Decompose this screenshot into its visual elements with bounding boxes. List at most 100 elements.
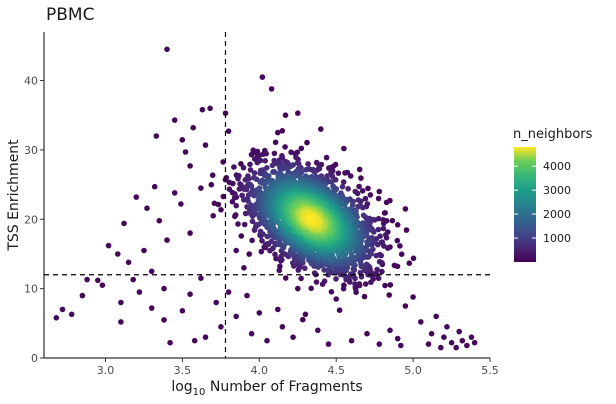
- density-point: [403, 227, 410, 233]
- density-point: [240, 164, 247, 171]
- data-point: [156, 217, 163, 224]
- data-point: [187, 291, 193, 298]
- density-point: [333, 276, 339, 282]
- density-point: [352, 281, 358, 287]
- density-point: [245, 198, 251, 204]
- data-point: [105, 242, 112, 249]
- data-point: [456, 328, 463, 335]
- density-point: [321, 278, 328, 285]
- y-tick-label: 0: [31, 352, 38, 365]
- data-point: [148, 268, 155, 275]
- density-point: [272, 251, 278, 258]
- density-point: [380, 225, 387, 232]
- data-point: [418, 319, 424, 325]
- chart-title: PBMC: [46, 5, 94, 25]
- data-point: [141, 247, 147, 254]
- data-point: [225, 128, 232, 134]
- density-point: [215, 201, 222, 208]
- colorbar-tick-label: 1000: [543, 232, 571, 245]
- density-point: [263, 218, 270, 225]
- data-point: [164, 237, 170, 243]
- density-point: [249, 237, 255, 244]
- x-tick-label: 5.0: [404, 364, 422, 377]
- density-point: [266, 173, 272, 179]
- density-point: [230, 180, 236, 187]
- data-point: [264, 337, 270, 344]
- data-point: [118, 319, 124, 325]
- data-point: [187, 163, 193, 169]
- density-point: [328, 289, 335, 295]
- density-point: [379, 268, 385, 275]
- data-point: [171, 190, 178, 196]
- density-point: [247, 167, 254, 173]
- density-point: [375, 195, 382, 202]
- density-point: [342, 170, 348, 176]
- data-point: [279, 324, 286, 330]
- density-point: [374, 266, 380, 273]
- data-point: [179, 308, 186, 314]
- density-point: [353, 248, 359, 254]
- density-point: [382, 282, 388, 289]
- data-point: [394, 335, 401, 342]
- density-point: [223, 174, 230, 181]
- data-point: [410, 294, 416, 300]
- data-point: [53, 315, 60, 321]
- density-point: [398, 251, 405, 257]
- density-point: [355, 203, 361, 210]
- density-point: [280, 165, 287, 172]
- data-point: [153, 133, 160, 139]
- data-point: [84, 276, 90, 283]
- density-point: [272, 139, 279, 146]
- colorbar-gradient: [514, 147, 536, 262]
- density-point: [335, 170, 342, 176]
- density-point: [258, 248, 265, 255]
- density-point: [251, 170, 258, 176]
- density-point: [359, 188, 366, 194]
- density-point: [300, 260, 306, 266]
- density-point: [246, 176, 252, 182]
- density-point: [271, 150, 278, 157]
- density-point: [352, 188, 359, 195]
- density-point: [364, 239, 370, 245]
- data-point: [233, 247, 239, 254]
- data-point: [268, 86, 275, 92]
- density-point: [279, 128, 286, 134]
- data-point: [295, 285, 301, 292]
- data-point: [68, 311, 75, 318]
- colorbar-ticks: 1000 2000 3000 4000: [514, 160, 571, 245]
- data-point: [438, 344, 444, 351]
- density-point: [298, 145, 305, 152]
- data-point: [164, 46, 170, 53]
- density-point: [394, 237, 401, 244]
- density-point: [355, 197, 362, 203]
- x-tick-label: 5.5: [481, 364, 499, 377]
- density-point: [380, 220, 387, 227]
- density-point: [238, 233, 245, 239]
- data-point: [178, 201, 184, 207]
- data-point: [333, 296, 340, 302]
- x-tick-label: 3.0: [97, 364, 115, 377]
- density-point: [251, 192, 257, 199]
- colorbar-title: n_neighbors: [513, 127, 593, 142]
- density-point: [358, 274, 365, 280]
- density-point: [365, 185, 371, 192]
- data-point: [95, 277, 101, 284]
- density-point: [259, 238, 265, 244]
- colorbar-tick-label: 4000: [543, 160, 571, 173]
- density-point: [347, 173, 354, 179]
- data-point: [233, 313, 239, 320]
- density-point: [269, 162, 276, 169]
- density-point: [375, 226, 382, 233]
- data-point: [364, 330, 370, 337]
- density-point: [254, 159, 261, 166]
- density-point: [381, 210, 388, 216]
- data-point: [190, 124, 196, 131]
- density-point: [179, 137, 186, 143]
- density-point: [311, 169, 318, 175]
- data-point: [213, 299, 219, 306]
- data-point: [115, 251, 121, 257]
- density-point: [263, 150, 270, 157]
- density-point: [241, 221, 248, 228]
- density-point: [233, 202, 239, 209]
- density-point: [329, 252, 336, 258]
